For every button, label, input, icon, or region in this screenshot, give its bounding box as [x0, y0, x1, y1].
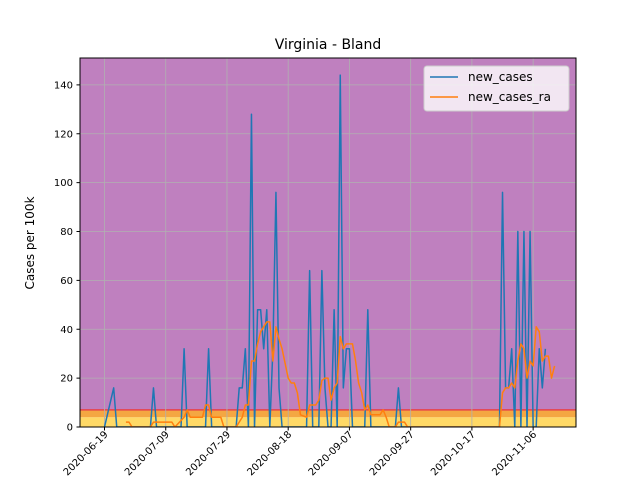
y-tick-label: 60 [60, 276, 73, 287]
x-tick-label: 2020-09-07 [307, 429, 356, 478]
risk-band-2 [80, 58, 576, 410]
y-tick-label: 20 [60, 374, 73, 385]
y-tick-label: 0 [67, 423, 73, 434]
y-tick-label: 120 [54, 129, 73, 140]
x-tick-label: 2020-09-27 [368, 429, 417, 478]
risk-bands [80, 58, 576, 427]
legend-label: new_cases_ra [468, 90, 551, 104]
legend: new_cases new_cases_ra [423, 65, 570, 112]
x-tick-label: 2020-07-09 [123, 429, 172, 478]
x-tick-label: 2020-08-18 [245, 429, 294, 478]
plot-frame [79, 57, 577, 428]
y-tick-label: 140 [54, 80, 73, 91]
legend-box [423, 65, 570, 112]
legend-label: new_cases [468, 70, 533, 84]
risk-band-1 [80, 409, 576, 418]
y-axis: 0 20 40 60 80 100 120 140 [54, 80, 80, 434]
data-series [103, 74, 556, 427]
y-axis-label: Cases per 100k [23, 196, 37, 289]
chart-title: Virginia - Bland [275, 37, 382, 53]
x-axis: 2020-06-19 2020-07-09 2020-07-29 2020-08-18… [62, 427, 539, 478]
x-tick-label: 2020-10-17 [429, 429, 478, 478]
x-tick-label: 2020-06-19 [62, 429, 111, 478]
y-tick-label: 80 [60, 227, 73, 238]
y-tick-label: 100 [54, 178, 73, 189]
series-line-new_cases_ra [125, 321, 556, 427]
y-tick-label: 40 [60, 325, 73, 336]
x-tick-label: 2020-11-06 [490, 429, 539, 478]
x-tick-label: 2020-07-29 [184, 429, 233, 478]
